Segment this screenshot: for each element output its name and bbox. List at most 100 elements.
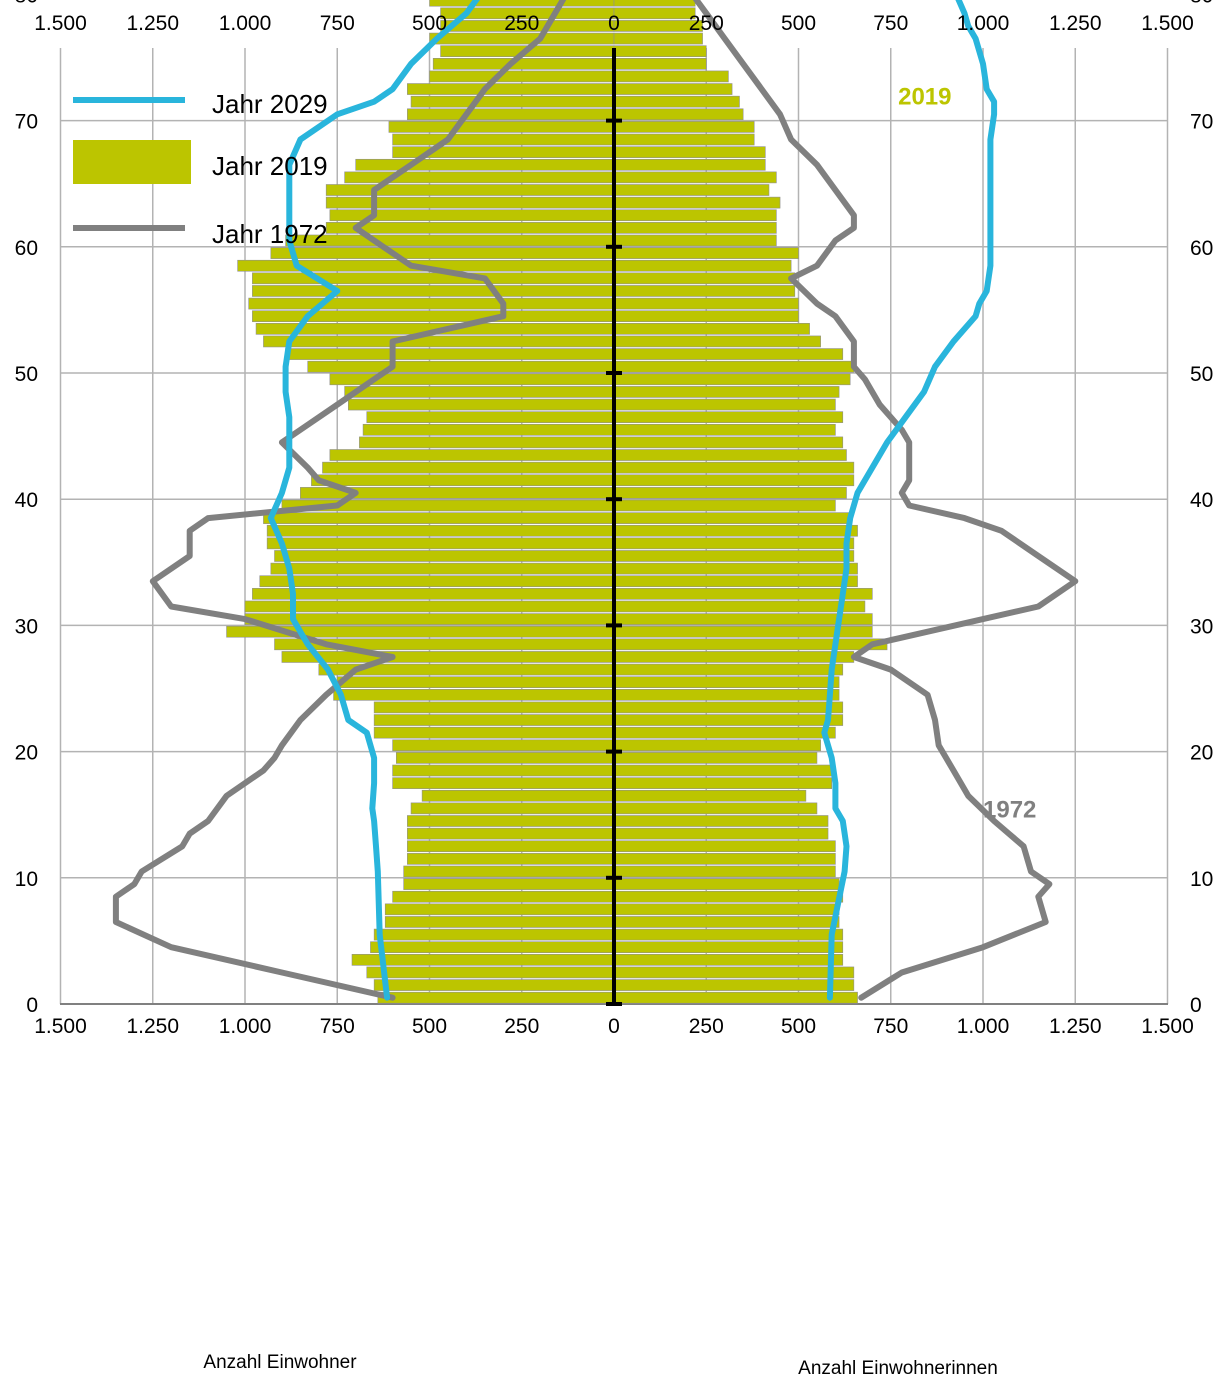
bar-female-age-29 bbox=[613, 625, 873, 638]
y-tick-left-10: 10 bbox=[15, 868, 38, 891]
bar-female-age-61 bbox=[613, 222, 777, 234]
bar-female-age-72 bbox=[613, 83, 733, 95]
bar-female-age-77 bbox=[613, 20, 703, 32]
tick-labels: 1.5001.5001.2501.2501.0001.0007507505005… bbox=[15, 0, 1214, 1038]
bar-female-age-39 bbox=[613, 499, 836, 512]
bar-female-age-24 bbox=[613, 688, 840, 701]
bar-male-age-55 bbox=[248, 297, 615, 310]
bar-male-age-25 bbox=[336, 676, 615, 688]
x-tick-top-11: 1.250 bbox=[1049, 12, 1102, 35]
bar-male-age-42 bbox=[322, 461, 615, 474]
bar-male-age-4 bbox=[370, 941, 615, 954]
x-tick-bottom-6: 0 bbox=[608, 1015, 620, 1038]
y-tick-left-50: 50 bbox=[15, 363, 38, 386]
x-tick-top-10: 1.000 bbox=[957, 12, 1010, 35]
bar-male-age-3 bbox=[351, 954, 615, 966]
x-tick-bottom-2: 1.000 bbox=[219, 1015, 272, 1038]
x-tick-top-7: 250 bbox=[689, 12, 724, 35]
bar-male-age-79 bbox=[429, 0, 615, 7]
bar-male-age-33 bbox=[259, 575, 615, 588]
center-axis bbox=[606, 48, 622, 1006]
bar-female-age-73 bbox=[613, 70, 729, 83]
bar-female-age-60 bbox=[613, 234, 777, 247]
line-male-jahr-2029 bbox=[267, 0, 480, 1001]
bar-male-age-9 bbox=[403, 878, 615, 890]
bar-male-age-71 bbox=[410, 95, 615, 108]
bar-male-age-13 bbox=[407, 827, 615, 840]
bar-female-age-19 bbox=[613, 752, 818, 764]
bar-male-age-41 bbox=[311, 474, 615, 487]
bar-female-age-6 bbox=[613, 916, 840, 928]
y-tick-left-30: 30 bbox=[15, 615, 38, 638]
bar-female-age-65 bbox=[613, 171, 777, 184]
bar-male-age-14 bbox=[407, 815, 615, 827]
x-tick-top-12: 1.500 bbox=[1141, 12, 1194, 35]
bar-female-age-59 bbox=[613, 247, 799, 259]
x-tick-top-5: 250 bbox=[504, 12, 539, 35]
line-female-jahr-2029 bbox=[821, 0, 998, 1001]
bar-female-age-34 bbox=[613, 562, 858, 575]
bar-female-age-38 bbox=[613, 512, 851, 524]
bar-female-age-52 bbox=[613, 335, 821, 348]
bar-male-age-36 bbox=[266, 537, 615, 550]
bar-female-age-4 bbox=[613, 941, 844, 954]
bar-male-age-8 bbox=[392, 890, 615, 903]
legend: Jahr 2029 Jahr 2019 Jahr 1972 bbox=[73, 89, 328, 249]
bar-female-age-7 bbox=[613, 903, 840, 916]
bar-male-age-7 bbox=[384, 903, 615, 916]
bar-male-age-15 bbox=[410, 802, 615, 815]
bar-male-age-18 bbox=[392, 764, 615, 777]
bar-female-age-21 bbox=[613, 726, 836, 739]
bar-female-age-69 bbox=[613, 121, 755, 133]
bar-female-age-79 bbox=[613, 0, 696, 7]
line-female-jahr-1972 bbox=[692, 0, 1079, 1001]
bar-male-age-50 bbox=[307, 360, 615, 373]
y-tick-left-70: 70 bbox=[15, 111, 38, 134]
x-tick-top-3: 750 bbox=[320, 12, 355, 35]
bar-female-age-66 bbox=[613, 158, 766, 171]
x-tick-bottom-3: 750 bbox=[320, 1015, 355, 1038]
bar-female-age-63 bbox=[613, 196, 781, 209]
bar-male-age-51 bbox=[285, 348, 615, 360]
bar-male-age-46 bbox=[366, 411, 615, 423]
bar-male-age-30 bbox=[244, 613, 615, 625]
x-tick-bottom-9: 750 bbox=[873, 1015, 908, 1038]
bar-female-age-54 bbox=[613, 310, 799, 323]
series-lines bbox=[112, 0, 1079, 1001]
bar-male-age-43 bbox=[329, 449, 615, 461]
y-tick-right-0: 0 bbox=[1190, 994, 1202, 1017]
bar-female-age-28 bbox=[613, 638, 888, 651]
annotation-2019: 2019 bbox=[898, 83, 951, 110]
bar-female-age-30 bbox=[613, 613, 873, 625]
bar-female-age-68 bbox=[613, 133, 755, 146]
bar-female-age-11 bbox=[613, 853, 836, 865]
y-tick-left-20: 20 bbox=[15, 742, 38, 765]
bar-female-age-18 bbox=[613, 764, 833, 777]
bar-female-age-26 bbox=[613, 663, 844, 676]
x-tick-bottom-12: 1.500 bbox=[1141, 1015, 1194, 1038]
bar-male-age-48 bbox=[344, 386, 615, 398]
bar-male-age-68 bbox=[392, 133, 615, 146]
bar-female-age-74 bbox=[613, 57, 707, 70]
legend-label-2029: Jahr 2029 bbox=[212, 89, 328, 119]
bar-male-age-47 bbox=[348, 398, 615, 411]
y-tick-right-70: 70 bbox=[1190, 111, 1213, 134]
bar-female-age-12 bbox=[613, 840, 836, 853]
y-tick-right-80: 80 bbox=[1190, 0, 1213, 7]
y-tick-left-80: 80 bbox=[15, 0, 38, 7]
bar-female-age-55 bbox=[613, 297, 799, 310]
x-tick-top-9: 750 bbox=[873, 12, 908, 35]
bar-male-age-69 bbox=[388, 121, 615, 133]
bar-female-age-0 bbox=[613, 991, 858, 1004]
bar-female-age-17 bbox=[613, 777, 833, 789]
bar-male-age-59 bbox=[270, 247, 615, 259]
bar-male-age-74 bbox=[432, 57, 615, 70]
bar-female-age-45 bbox=[613, 423, 836, 436]
bar-male-age-45 bbox=[362, 423, 615, 436]
x-tick-bottom-8: 500 bbox=[781, 1015, 816, 1038]
bar-female-age-9 bbox=[613, 878, 840, 890]
x-tick-top-0: 1.500 bbox=[34, 12, 87, 35]
bar-female-age-46 bbox=[613, 411, 844, 423]
bar-male-age-23 bbox=[373, 701, 615, 714]
